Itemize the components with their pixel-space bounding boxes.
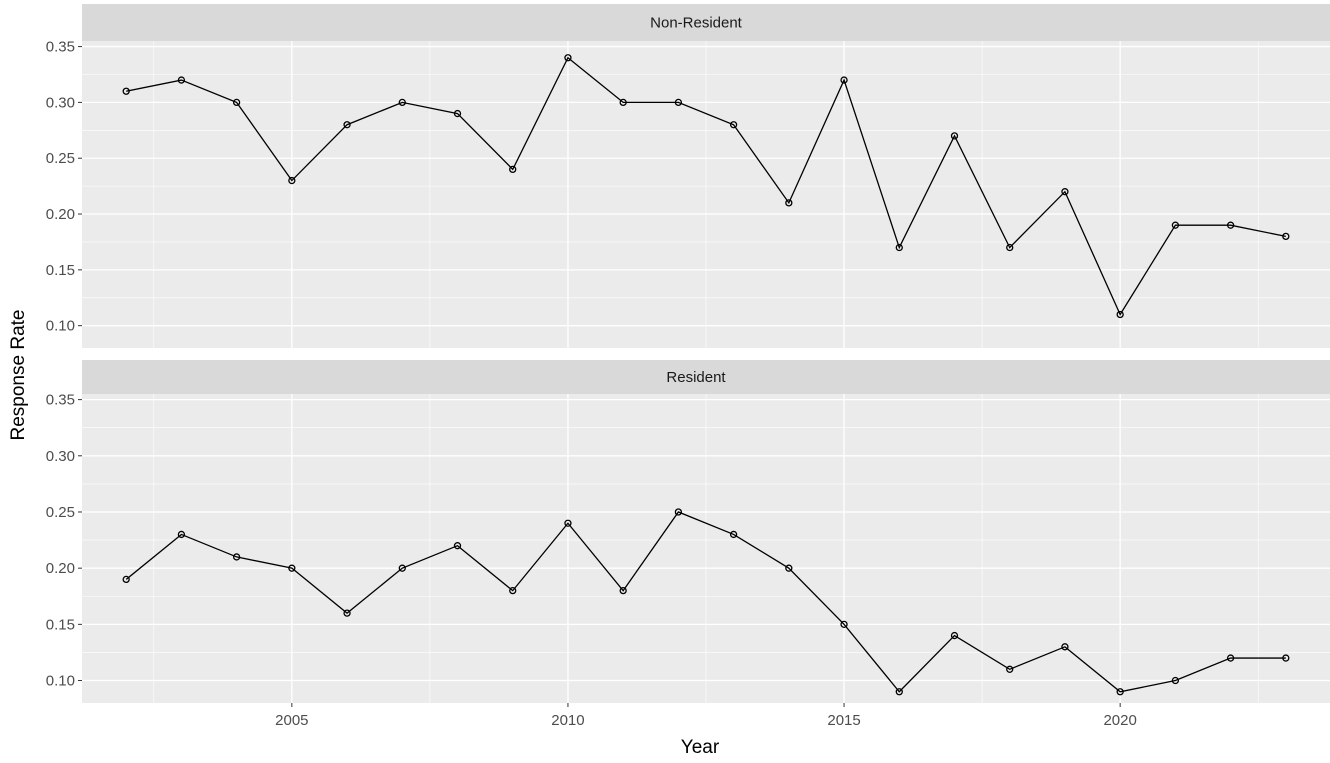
data-point bbox=[729, 530, 738, 539]
data-point bbox=[1061, 188, 1069, 196]
data-point bbox=[288, 564, 296, 572]
data-point bbox=[1116, 310, 1124, 319]
data-point bbox=[1006, 243, 1014, 252]
facet-strip-label: Resident bbox=[666, 369, 726, 386]
series-line bbox=[126, 56, 1286, 316]
data-point bbox=[1282, 654, 1290, 662]
y-tick-label: 0.20 bbox=[46, 206, 75, 223]
data-point bbox=[398, 564, 406, 572]
facet-panel-1: Non-Resident 0.10 0.15 0.20 0.25 0.30 0.35 bbox=[46, 4, 1330, 348]
data-point bbox=[343, 121, 351, 129]
data-point bbox=[729, 121, 738, 129]
data-point bbox=[674, 98, 683, 107]
x-tick-label: 2020 bbox=[1103, 712, 1136, 729]
facet-strip-label: Non-Resident bbox=[650, 15, 743, 32]
y-tick-label: 0.20 bbox=[46, 560, 75, 577]
y-tick-label: 0.25 bbox=[46, 150, 75, 167]
data-point bbox=[950, 132, 959, 140]
data-point bbox=[122, 87, 130, 95]
facet-strip bbox=[82, 360, 1330, 394]
data-point bbox=[840, 620, 848, 628]
x-tick-label: 2010 bbox=[551, 712, 584, 729]
data-point bbox=[1006, 665, 1014, 673]
data-point bbox=[1282, 232, 1290, 241]
x-axis-title: Year bbox=[681, 737, 720, 758]
data-point bbox=[895, 688, 903, 696]
data-point bbox=[509, 165, 517, 174]
data-point bbox=[343, 609, 351, 617]
data-point bbox=[564, 54, 572, 62]
data-point bbox=[1171, 221, 1180, 229]
facet-panels: Non-Resident0.100.150.200.250.300.35Resi… bbox=[46, 4, 1330, 703]
data-point bbox=[619, 586, 627, 595]
y-tick-label: 0.10 bbox=[46, 318, 75, 335]
series-line bbox=[125, 511, 1286, 693]
data-point bbox=[1116, 688, 1124, 696]
facet-panel-2: Resident 0.10 0.15 0.20 0.25 0.30 0.35 bbox=[46, 360, 1330, 703]
y-tick-label: 0.15 bbox=[46, 616, 75, 633]
data-point bbox=[1061, 643, 1069, 651]
y-tick-label: 0.25 bbox=[46, 504, 75, 521]
data-point bbox=[785, 199, 793, 207]
facet-strip bbox=[82, 4, 1330, 41]
y-tick-label: 0.15 bbox=[46, 262, 75, 279]
data-point bbox=[950, 631, 959, 640]
data-point bbox=[1226, 221, 1235, 229]
data-point bbox=[785, 564, 793, 572]
y-tick-label: 0.30 bbox=[46, 94, 75, 111]
data-point bbox=[232, 98, 241, 107]
x-tick-label: 2015 bbox=[827, 712, 860, 729]
data-point bbox=[288, 176, 296, 185]
data-point bbox=[1226, 654, 1235, 662]
data-point bbox=[177, 76, 186, 84]
y-tick-label: 0.35 bbox=[46, 39, 75, 56]
data-point bbox=[895, 243, 903, 252]
data-point bbox=[509, 586, 517, 595]
y-tick-label: 0.35 bbox=[46, 392, 75, 409]
y-tick-label: 0.30 bbox=[46, 448, 75, 465]
x-axis: 2005 2010 2015 2020 bbox=[275, 703, 1137, 729]
data-point bbox=[1171, 676, 1180, 685]
y-axis-title: Response Rate bbox=[8, 310, 29, 441]
data-point bbox=[232, 553, 241, 561]
data-point bbox=[564, 519, 572, 527]
x-tick-label: 2005 bbox=[275, 712, 308, 729]
data-point bbox=[398, 98, 406, 107]
data-point bbox=[453, 542, 462, 550]
data-point bbox=[674, 508, 683, 516]
data-point bbox=[619, 98, 627, 107]
data-point bbox=[177, 530, 186, 539]
data-point bbox=[453, 109, 462, 118]
data-point bbox=[122, 575, 130, 584]
data-point bbox=[840, 76, 848, 84]
y-tick-label: 0.10 bbox=[46, 673, 75, 690]
